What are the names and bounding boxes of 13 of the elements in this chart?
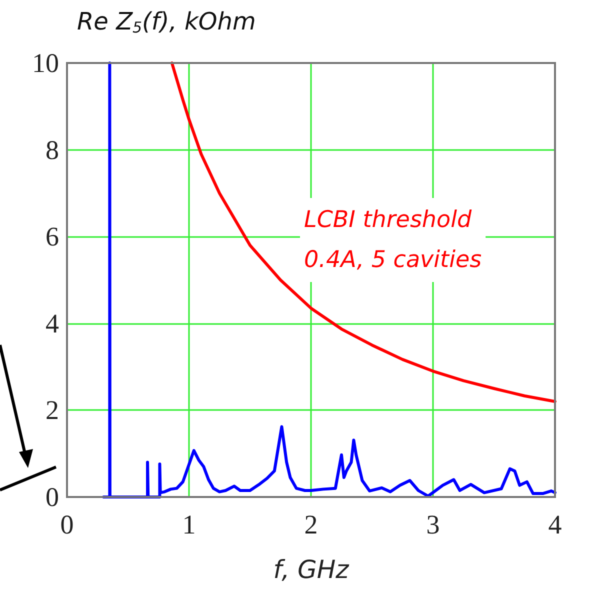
annotation: LCBI threshold 0.4A, 5 cavities [304, 207, 482, 273]
y-tick-label: 6 [46, 222, 59, 252]
line-series [170, 62, 556, 404]
y-tick-label: 10 [32, 48, 59, 78]
x-tick-label: 3 [426, 510, 440, 540]
y-tick-label: 4 [46, 308, 60, 338]
x-axis-title: f, GHz [273, 555, 350, 584]
y-tick-label: 0 [46, 482, 59, 512]
x-tick-label: 4 [548, 510, 562, 540]
x-tick-label: 2 [304, 510, 318, 540]
y-tick-label: 2 [46, 395, 59, 426]
y-tick-label: 8 [46, 134, 59, 165]
x-tick-label: 1 [182, 510, 196, 540]
